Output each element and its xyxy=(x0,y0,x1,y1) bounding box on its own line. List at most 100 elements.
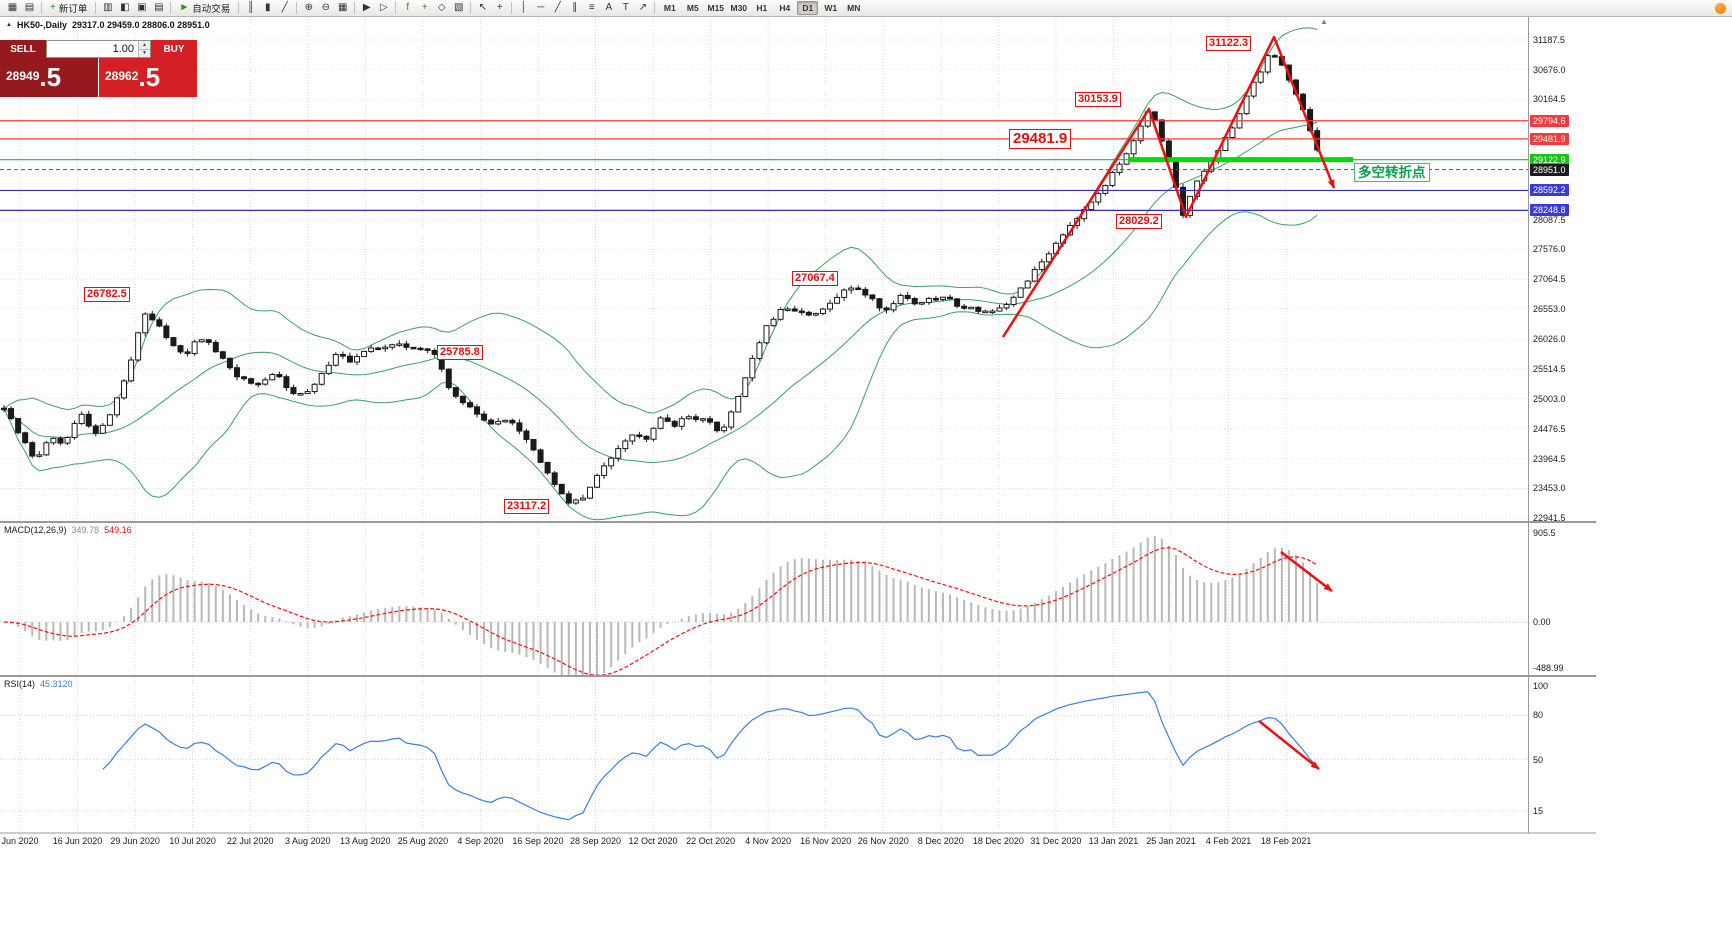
equidistant-channel-button[interactable]: ∥ xyxy=(566,1,583,16)
horizontal-line-icon: ─ xyxy=(537,2,545,13)
chart-shift-button[interactable]: ▷ xyxy=(375,1,392,16)
toolbar-separator xyxy=(41,2,42,14)
market-watch-button[interactable]: ▥ xyxy=(99,1,116,16)
price-axis-badge[interactable]: 29122.9 xyxy=(1530,153,1569,166)
trendline-icon: ╱ xyxy=(554,2,561,13)
auto-scroll-icon: ▶ xyxy=(362,2,371,13)
chart-collapse-icon[interactable]: ▲ xyxy=(6,22,12,28)
sell-price-pip: .5 xyxy=(39,62,62,92)
indicators-list-icon: f xyxy=(406,2,410,13)
zoom-in-button[interactable]: ⊕ xyxy=(300,1,317,16)
toolbar-separator xyxy=(470,2,472,14)
indicators-list-button[interactable]: f xyxy=(399,1,416,16)
toolbar-separator xyxy=(296,2,298,14)
timeframe-mn-button[interactable]: MN xyxy=(847,3,861,13)
templates-icon: ▧ xyxy=(454,2,464,13)
swing-price-label[interactable]: 23117.2 xyxy=(504,499,550,514)
vertical-line-icon: │ xyxy=(520,2,527,13)
add-indicator-button[interactable]: + xyxy=(416,1,433,16)
profiles-icon: ▤ xyxy=(24,2,35,13)
toolbar-right xyxy=(1715,2,1728,14)
periods-button[interactable]: ◇ xyxy=(433,1,450,16)
main-toolbar: ▦ ▤ + 新订单 ▥ ◧ ▣ ▤ ► 自动交易 ║ ▮ ╱ ⊕ ⊖ ▦ ▶ ▷ f + ◇ ▧ ↖ + │ ─ ╱ ∥ ≡ A T ↗ M1 M… xyxy=(0,0,1732,17)
key-level-label[interactable]: 29481.9 xyxy=(1009,129,1072,149)
timeframe-m15-button[interactable]: M15 xyxy=(707,3,725,13)
auto-trading-button[interactable]: ► 自动交易 xyxy=(174,1,235,16)
pivot-point-label[interactable]: 多空转折点 xyxy=(1354,163,1430,182)
candlestick-chart-button[interactable]: ▮ xyxy=(259,1,276,16)
buy-button[interactable]: BUY xyxy=(151,40,197,58)
add-indicator-icon: + xyxy=(421,2,428,13)
zoom-out-button[interactable]: ⊖ xyxy=(317,1,334,16)
crosshair-icon: + xyxy=(496,2,503,13)
text-label-button[interactable]: T xyxy=(617,1,634,16)
timeframe-h4-button[interactable]: H4 xyxy=(779,3,791,13)
periods-icon: ◇ xyxy=(437,2,446,13)
bar-chart-button[interactable]: ║ xyxy=(242,1,259,16)
vertical-line-button[interactable]: │ xyxy=(515,1,532,16)
volume-down-icon[interactable]: ▼ xyxy=(139,49,150,57)
arrows-button[interactable]: ↗ xyxy=(634,1,651,16)
timeframe-h1-button[interactable]: H1 xyxy=(756,3,768,13)
swing-price-label[interactable]: 28029.2 xyxy=(1116,214,1162,229)
toolbar-separator xyxy=(395,2,397,14)
price-axis-badge[interactable]: 28248.8 xyxy=(1530,204,1569,217)
swing-price-label[interactable]: 26782.5 xyxy=(84,287,130,302)
line-chart-icon: ╱ xyxy=(281,2,288,13)
community-icon[interactable] xyxy=(1715,2,1726,14)
new-order-button[interactable]: + 新订单 xyxy=(45,1,92,16)
trendline-button[interactable]: ╱ xyxy=(549,1,566,16)
buy-price[interactable]: 28962 .5 xyxy=(99,58,197,97)
data-window-icon: ◧ xyxy=(120,2,130,13)
templates-button[interactable]: ▧ xyxy=(450,1,467,16)
volume-value: 1.00 xyxy=(112,43,134,55)
profiles-button[interactable]: ▤ xyxy=(21,1,38,16)
buy-price-pip: .5 xyxy=(138,62,161,92)
zoom-out-icon: ⊖ xyxy=(321,2,330,13)
sell-price-main: 28949 xyxy=(6,69,40,83)
buy-price-main: 28962 xyxy=(105,69,139,83)
price-axis-badge[interactable]: 28592.2 xyxy=(1530,184,1569,197)
cursor-button[interactable]: ↖ xyxy=(474,1,491,16)
zoom-in-icon: ⊕ xyxy=(304,2,313,13)
new-chart-button[interactable]: ▦ xyxy=(4,1,21,16)
navigator-button[interactable]: ▣ xyxy=(133,1,150,16)
price-axis-badge[interactable]: 28951.0 xyxy=(1530,163,1569,176)
horizontal-line-button[interactable]: ─ xyxy=(532,1,549,16)
sell-button[interactable]: SELL xyxy=(0,40,46,58)
crosshair-button[interactable]: + xyxy=(491,1,508,16)
price-axis-badge[interactable]: 29794.6 xyxy=(1530,114,1569,127)
toolbar-separator xyxy=(95,2,97,14)
fibonacci-retracement-button[interactable]: ≡ xyxy=(583,1,600,16)
swing-price-label[interactable]: 30153.9 xyxy=(1075,92,1121,107)
price-axis-badge[interactable]: 29481.9 xyxy=(1530,132,1569,145)
swing-price-label[interactable]: 31122.3 xyxy=(1206,36,1252,51)
timeframe-m1-button[interactable]: M1 xyxy=(663,3,676,13)
timeframe-m5-button[interactable]: M5 xyxy=(686,3,699,13)
sell-price[interactable]: 28949 .5 xyxy=(0,58,98,97)
volume-up-icon[interactable]: ▲ xyxy=(139,41,150,50)
tile-windows-icon: ▦ xyxy=(338,2,348,13)
bar-chart-icon: ║ xyxy=(247,2,255,13)
auto-scroll-button[interactable]: ▶ xyxy=(358,1,375,16)
volume-input[interactable]: 1.00 ▲ ▼ xyxy=(46,40,151,58)
line-chart-button[interactable]: ╱ xyxy=(276,1,293,16)
text-label-icon: T xyxy=(622,2,629,13)
timeframe-w1-button[interactable]: W1 xyxy=(824,3,838,13)
timeframe-m30-button[interactable]: M30 xyxy=(730,3,748,13)
swing-price-label[interactable]: 27067.4 xyxy=(792,271,838,286)
data-window-button[interactable]: ◧ xyxy=(116,1,133,16)
timeframe-d1-button[interactable]: D1 xyxy=(797,1,819,15)
market-watch-icon: ▥ xyxy=(103,2,113,13)
swing-price-label[interactable]: 25785.8 xyxy=(437,345,483,360)
tile-windows-button[interactable]: ▦ xyxy=(334,1,351,16)
terminal-button[interactable]: ▤ xyxy=(150,1,167,16)
equidistant-channel-icon: ∥ xyxy=(572,2,578,13)
scroll-marker-icon[interactable]: ▲ xyxy=(1320,17,1328,26)
navigator-icon: ▣ xyxy=(137,2,147,13)
text-button[interactable]: A xyxy=(600,1,617,16)
terminal-icon: ▤ xyxy=(154,2,164,13)
toolbar-separator xyxy=(511,2,513,14)
new-order-label: 新订单 xyxy=(58,4,88,15)
